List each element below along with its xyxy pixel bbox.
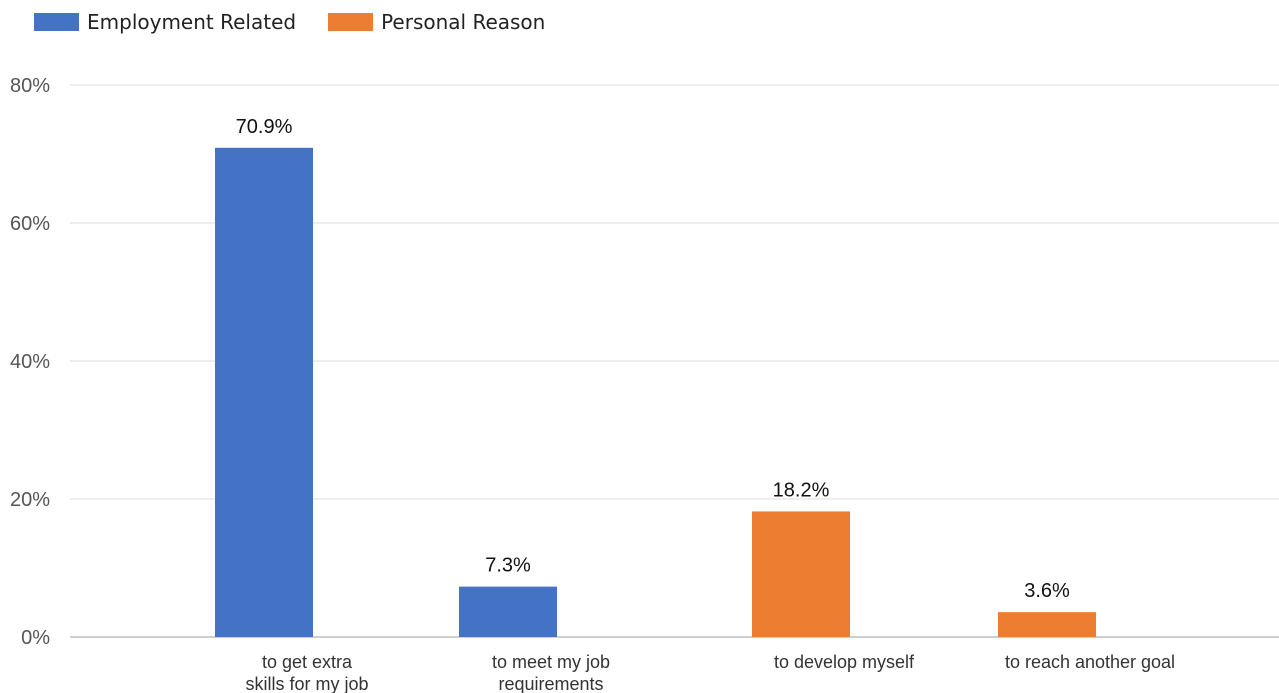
x-tick-label-line: to reach another goal bbox=[1005, 652, 1175, 672]
x-tick-label-line: requirements bbox=[498, 674, 603, 693]
chart-legend: Employment Related Personal Reason bbox=[34, 10, 577, 34]
y-tick-label: 40% bbox=[10, 351, 50, 373]
bar-employment-related bbox=[459, 586, 557, 637]
x-tick-label-line: skills for my job bbox=[245, 674, 368, 693]
legend-item-employment-related: Employment Related bbox=[34, 10, 296, 34]
data-label: 7.3% bbox=[485, 555, 531, 577]
y-tick-label: 80% bbox=[10, 75, 50, 97]
y-tick-label: 60% bbox=[10, 213, 50, 235]
legend-item-personal-reason: Personal Reason bbox=[328, 10, 545, 34]
bar-personal-reason bbox=[752, 511, 850, 637]
y-tick-label: 0% bbox=[21, 627, 50, 649]
y-tick-label: 20% bbox=[10, 489, 50, 511]
x-tick-label-line: to develop myself bbox=[774, 652, 915, 672]
bar-employment-related bbox=[215, 147, 313, 638]
x-tick-label: to meet my job requirements bbox=[492, 652, 610, 693]
legend-label-employment-related: Employment Related bbox=[87, 10, 297, 34]
legend-label-personal-reason: Personal Reason bbox=[381, 10, 546, 34]
x-tick-label: to reach another goal bbox=[1005, 652, 1175, 672]
x-tick-label-line: to get extra bbox=[262, 652, 353, 672]
data-label: 3.6% bbox=[1024, 580, 1070, 602]
bar-personal-reason bbox=[998, 612, 1096, 637]
x-tick-label-line: to meet my job bbox=[492, 652, 610, 672]
x-tick-label: to develop myself bbox=[774, 652, 915, 672]
x-tick-label: to get extra skills for my job bbox=[245, 652, 368, 693]
legend-swatch-personal-reason bbox=[328, 13, 374, 31]
data-label: 18.2% bbox=[773, 479, 830, 501]
data-label: 70.9% bbox=[236, 116, 293, 138]
legend-swatch-employment-related bbox=[34, 13, 79, 31]
